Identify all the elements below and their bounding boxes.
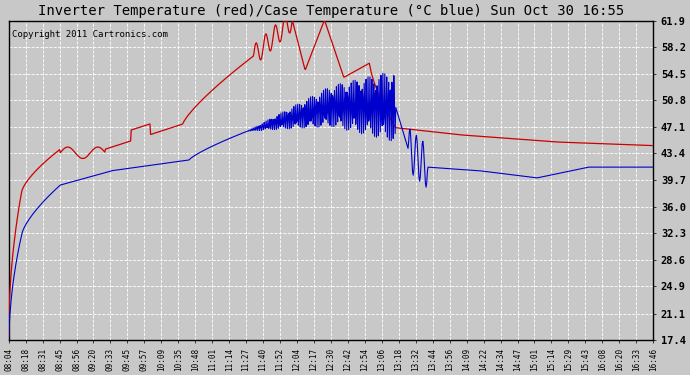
Title: Inverter Temperature (red)/Case Temperature (°C blue) Sun Oct 30 16:55: Inverter Temperature (red)/Case Temperat…: [38, 4, 624, 18]
Text: Copyright 2011 Cartronics.com: Copyright 2011 Cartronics.com: [12, 30, 168, 39]
